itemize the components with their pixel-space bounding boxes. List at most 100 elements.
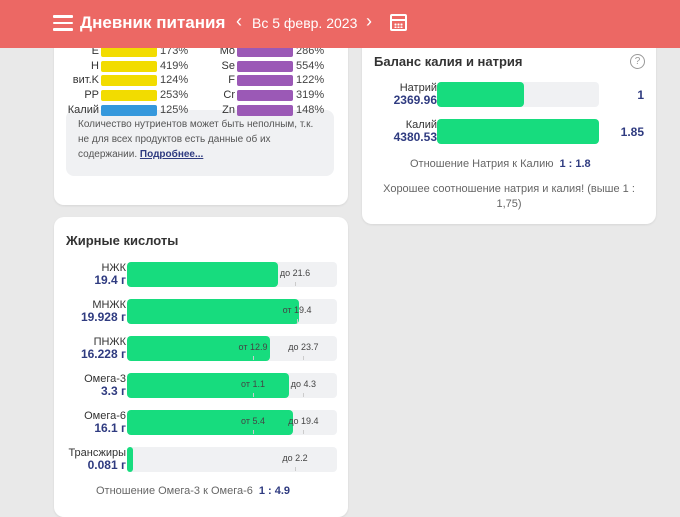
balance-track	[437, 119, 599, 144]
vitamins-card: Количество нутриентов может быть неполны…	[54, 30, 348, 205]
fatty-acid-name: МНЖК	[92, 299, 126, 311]
fatty-acid-track: от 1.1 до 4.3	[127, 373, 337, 398]
app-title: Дневник питания	[80, 13, 226, 32]
nutrient-label: E	[91, 45, 99, 57]
nutrient-percent: 253%	[160, 89, 189, 102]
scrollbar[interactable]	[670, 48, 680, 507]
fatty-acid-track: от 12.9 до 23.7	[127, 336, 337, 361]
fatty-acid-value: 16.1 г	[94, 421, 126, 435]
nutrient-percent: 122%	[296, 74, 325, 87]
chevron-right-icon[interactable]: ›	[366, 11, 372, 31]
norm-tick	[303, 356, 305, 360]
fatty-acids-card: Жирные кислоты Отношение Омега-3 к Омега…	[54, 217, 348, 517]
menu-icon[interactable]	[53, 15, 73, 31]
norm-tick	[253, 356, 254, 360]
nutrient-bar	[101, 75, 157, 87]
norm-tick	[253, 430, 254, 434]
fatty-acid-value: 19.4 г	[94, 273, 126, 287]
mineral-value: 2369.96	[393, 93, 437, 107]
fatty-acid-value: 3.3 г	[100, 384, 126, 398]
current-date[interactable]: Вс 5 февр. 2023	[252, 15, 358, 31]
potassium-sodium-card: Баланс калия и натрия ? Отношение Натрия…	[362, 36, 656, 224]
nutrient-label: Zn	[222, 103, 235, 116]
norm-from-label: от 5.4	[241, 416, 265, 426]
balance-message: Хорошее соотношение натрия и калия! (выш…	[383, 183, 635, 210]
norm-from-label: от 12.9	[238, 342, 268, 352]
fatty-acid-fill	[127, 410, 293, 435]
nutrient-percent: 554%	[296, 59, 325, 72]
fatty-acid-track: от 19.4	[127, 299, 337, 324]
fatty-acid-row: ПНЖК 16.228 г от 12.9 до 23.7	[54, 336, 348, 362]
nutrient-bar	[237, 104, 293, 116]
fatty-acid-fill	[127, 447, 134, 472]
fatty-acid-label: НЖК 19.4 г	[94, 262, 126, 286]
info-note: Количество нутриентов может быть неполны…	[66, 110, 334, 176]
fatty-acid-name: Трансжиры	[68, 447, 126, 459]
fatty-acid-track: до 21.6	[127, 262, 337, 287]
norm-to-label: до 2.2	[282, 453, 308, 463]
nutrient-label: Se	[221, 59, 235, 72]
norm-from-label: от 1.1	[241, 379, 265, 389]
omega-ratio: Отношение Омега-3 к Омега-6 1 : 4.9	[96, 485, 291, 497]
nutrient-bar	[237, 75, 293, 87]
nutrient-percent: 419%	[160, 59, 189, 72]
fatty-acid-fill	[127, 299, 300, 324]
fatty-acid-value: 0.081 г	[87, 458, 126, 472]
fatty-acid-row: Трансжиры 0.081 г до 2.2	[54, 447, 348, 473]
balance-ratio: 1	[637, 88, 644, 102]
fatty-acid-row: Омега-3 3.3 г от 1.1 до 4.3	[54, 373, 348, 399]
norm-to-label: до 21.6	[279, 268, 311, 278]
fatty-acid-fill	[127, 336, 270, 361]
calendar-icon[interactable]	[390, 14, 407, 31]
fatty-acid-fill	[127, 373, 289, 398]
fatty-acid-name: НЖК	[101, 262, 126, 274]
fatty-acid-track: до 2.2	[127, 447, 337, 472]
nutrient-bar	[237, 46, 293, 57]
mineral-name: Калий	[405, 119, 437, 131]
balance-track	[437, 82, 599, 107]
fatty-acid-value: 16.228 г	[80, 347, 126, 361]
nutrient-label: PP	[84, 89, 99, 102]
note-text: Количество нутриентов может быть неполны…	[78, 119, 314, 160]
nutrient-label: Cr	[223, 89, 235, 102]
balance-label: Натрий 2369.96	[394, 82, 437, 106]
nutrient-label: вит.K	[72, 74, 99, 87]
fatty-acid-name: Омега-6	[84, 410, 126, 422]
nutrient-bar	[101, 104, 157, 116]
balance-label: Калий 4380.53	[394, 119, 437, 143]
chevron-left-icon[interactable]: ‹	[236, 11, 242, 31]
fatty-acid-track: от 5.4 до 19.4	[127, 410, 337, 435]
norm-to-label: до 19.4	[288, 416, 319, 426]
fatty-acid-label: ПНЖК 16.228 г	[81, 336, 126, 360]
nutrient-percent: 173%	[160, 45, 189, 57]
fatty-acid-label: Омега-3 3.3 г	[84, 373, 126, 397]
norm-tick	[303, 430, 305, 434]
nutrient-label: Калий	[67, 103, 99, 116]
nutrient-label: Mo	[219, 45, 235, 57]
fatty-acid-name: ПНЖК	[93, 336, 126, 348]
more-link[interactable]: Подробнее...	[139, 149, 204, 160]
nutrient-bar	[101, 90, 157, 102]
fatty-acid-row: Омега-6 16.1 г от 5.4 до 19.4	[54, 410, 348, 436]
help-icon[interactable]: ?	[630, 54, 645, 69]
sodium-potassium-ratio: Отношение Натрия к Калию 1 : 1.8	[410, 158, 591, 170]
mineral-name: Натрий	[399, 82, 437, 94]
norm-tick	[253, 393, 254, 397]
nutrient-label: H	[91, 59, 99, 72]
norm-to-label: до 23.7	[288, 342, 319, 352]
nutrient-percent: 125%	[160, 103, 189, 116]
balance-fill	[437, 119, 599, 144]
nutrient-percent: 148%	[296, 103, 325, 116]
app-header: Дневник питания ‹ Вс 5 февр. 2023 ›	[0, 0, 680, 48]
nutrient-bar	[101, 46, 157, 57]
mineral-value: 4380.53	[393, 130, 437, 144]
norm-from-label: от 19.4	[282, 305, 312, 315]
norm-to-label: до 4.3	[290, 379, 317, 389]
fatty-acid-value: 19.928 г	[80, 310, 126, 324]
norm-tick	[295, 467, 296, 471]
fatty-acid-name: Омега-3	[84, 373, 126, 385]
nutrient-percent: 286%	[296, 45, 325, 57]
fatty-acid-label: МНЖК 19.928 г	[81, 299, 126, 323]
nutrient-bar	[101, 60, 157, 72]
balance-ratio: 1.85	[620, 125, 644, 139]
